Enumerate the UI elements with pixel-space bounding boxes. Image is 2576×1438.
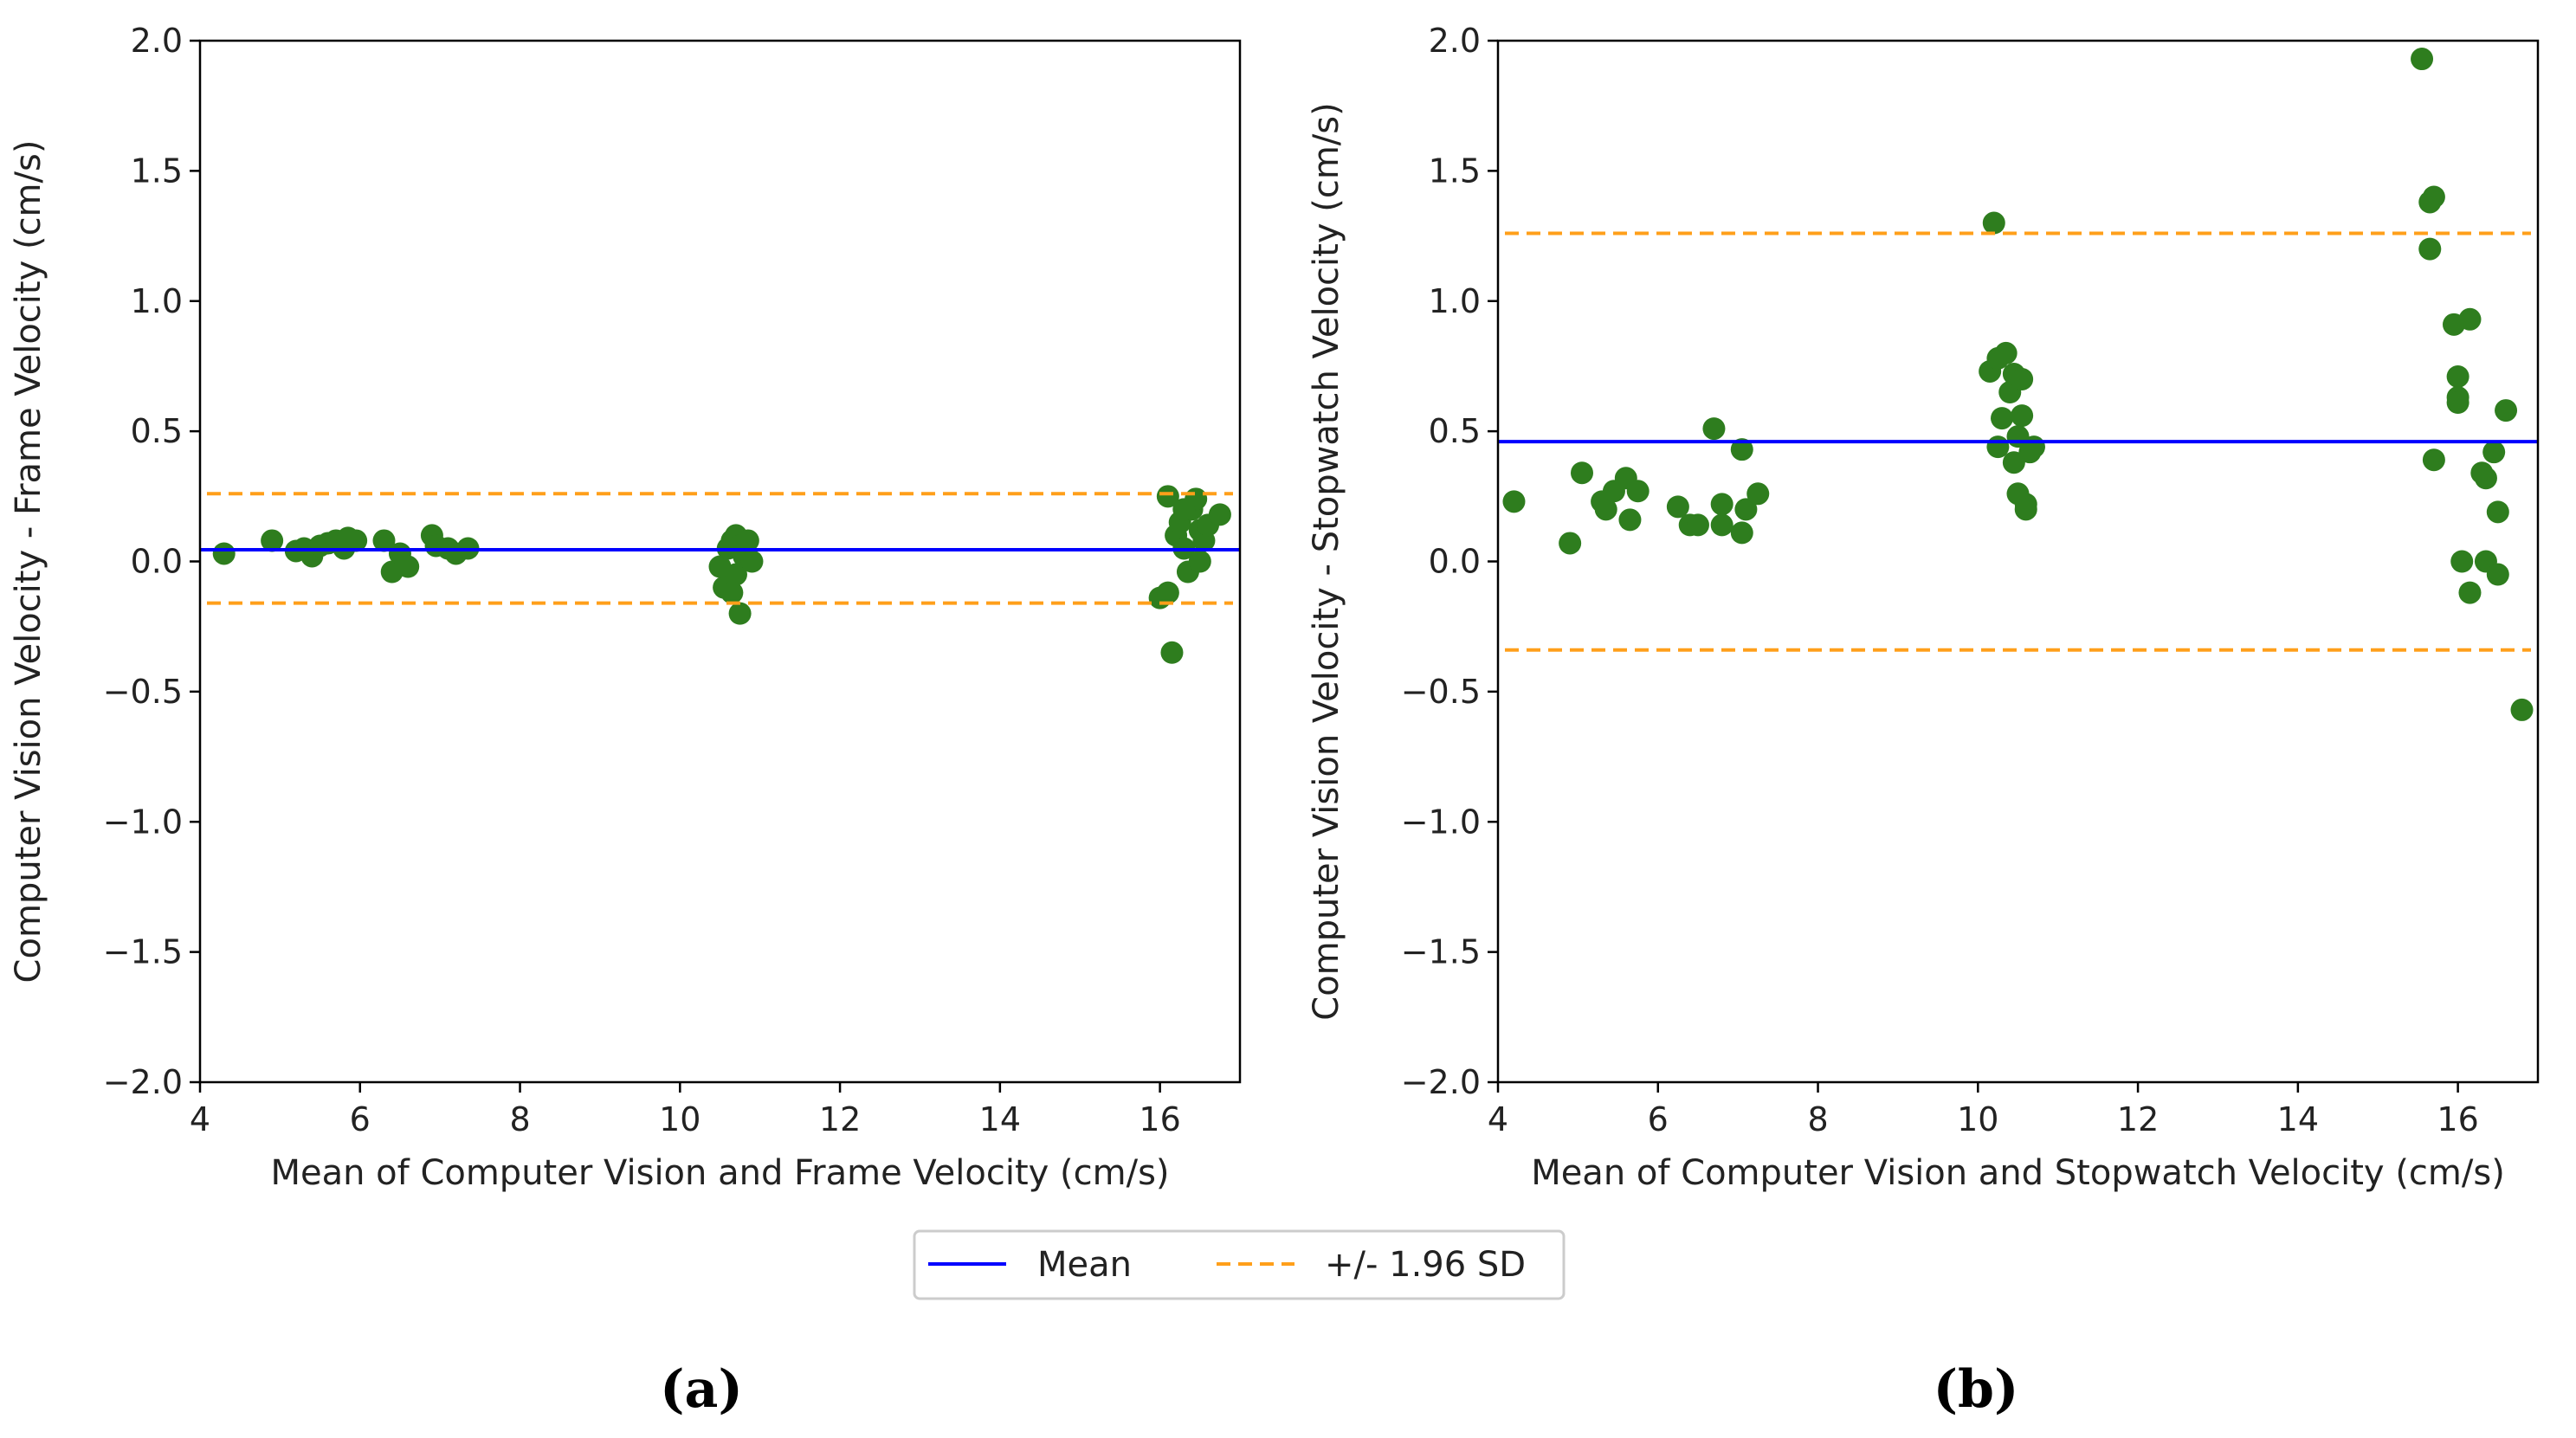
data-point <box>2458 581 2482 604</box>
y-tick-label: −1.0 <box>1401 803 1481 841</box>
data-point <box>2418 237 2442 261</box>
y-tick-label: 2.0 <box>1429 22 1481 60</box>
y-tick-label: 1.0 <box>1429 282 1481 320</box>
data-point <box>728 602 752 625</box>
y-tick-label: −0.5 <box>103 673 183 711</box>
x-tick-label: 8 <box>1807 1100 1828 1138</box>
y-tick-label: 1.5 <box>131 152 183 190</box>
x-tick-label: 6 <box>350 1100 371 1138</box>
y-tick-label: −1.5 <box>103 933 183 971</box>
data-point <box>1710 513 1733 537</box>
data-point <box>2446 391 2469 415</box>
data-point <box>1502 490 1526 513</box>
data-point <box>372 529 396 552</box>
data-point <box>345 529 368 552</box>
data-point <box>1156 581 1179 604</box>
x-tick-label: 4 <box>1488 1100 1508 1138</box>
data-point <box>1710 493 1733 516</box>
y-tick-label: 1.0 <box>131 282 183 320</box>
x-tick-label: 8 <box>509 1100 530 1138</box>
data-point <box>1594 498 1617 521</box>
y-tick-label: 0.5 <box>1429 412 1481 450</box>
y-tick-label: 2.0 <box>131 22 183 60</box>
axes-frame <box>1496 39 2540 1084</box>
y-tick-label: −2.0 <box>103 1063 183 1101</box>
data-point <box>1172 498 1196 521</box>
data-point <box>1982 211 2005 235</box>
legend: Mean +/- 1.96 SD <box>913 1229 1566 1300</box>
data-point <box>1730 521 1753 545</box>
data-point <box>1208 503 1231 526</box>
data-point <box>2495 399 2518 422</box>
x-axis-label: Mean of Computer Vision and Stopwatch Ve… <box>1531 1153 2505 1193</box>
x-axis-label: Mean of Computer Vision and Frame Veloci… <box>270 1153 1169 1193</box>
data-point <box>2022 435 2045 459</box>
data-point <box>1746 482 1770 506</box>
x-tick-label: 14 <box>979 1100 1021 1138</box>
data-point <box>2450 550 2474 573</box>
data-point <box>1686 513 1709 537</box>
data-point <box>397 555 420 578</box>
data-point <box>2002 451 2025 474</box>
data-point <box>1702 417 1726 441</box>
panel-b: 4 6 8 10 12 14 16 2.0 1.5 1.0 0.5 0.0 −0.5 −1.0 −1.5 −2… <box>1307 22 2540 1420</box>
data-point <box>2014 498 2037 521</box>
data-point <box>2011 404 2034 428</box>
data-point <box>2446 364 2469 388</box>
data-point <box>1571 461 1594 485</box>
data-point <box>740 550 764 573</box>
data-point <box>2474 467 2497 490</box>
data-point <box>2486 500 2509 524</box>
data-point <box>2458 307 2482 331</box>
y-tick-label: −1.5 <box>1401 933 1481 971</box>
data-point <box>724 563 747 586</box>
data-point <box>212 542 236 565</box>
data-point <box>1626 480 1650 503</box>
data-point <box>1156 485 1179 508</box>
data-point <box>2011 367 2034 390</box>
data-point <box>1991 407 2014 430</box>
data-point <box>2486 563 2509 586</box>
x-tick-label: 4 <box>190 1100 210 1138</box>
y-axis-label: Computer Vision Velocity - Frame Velocit… <box>9 140 48 983</box>
data-point <box>2482 441 2506 464</box>
y-tick-label: −2.0 <box>1401 1063 1481 1101</box>
data-point <box>1666 495 1689 519</box>
data-point <box>261 529 284 552</box>
legend-mean-label: Mean <box>1037 1245 1132 1285</box>
x-tick-label: 12 <box>2117 1100 2159 1138</box>
panel-a: 4 6 8 10 12 14 16 2.0 1.5 1.0 0.5 0.0 −0.5 −1.0 −1.5 −2… <box>9 22 1242 1420</box>
panel-caption: (a) <box>660 1359 743 1420</box>
data-point <box>2422 448 2445 472</box>
x-tick-label: 16 <box>1139 1100 1180 1138</box>
data-point <box>2510 698 2534 721</box>
panel-caption: (b) <box>1934 1359 2019 1420</box>
y-tick-label: −1.0 <box>103 803 183 841</box>
x-tick-label: 16 <box>2437 1100 2478 1138</box>
data-point <box>1188 550 1211 573</box>
x-tick-label: 12 <box>819 1100 861 1138</box>
data-point <box>1994 341 2018 364</box>
data-point <box>2422 185 2445 209</box>
x-tick-label: 6 <box>1648 1100 1669 1138</box>
legend-sd-label: +/- 1.96 SD <box>1325 1245 1526 1285</box>
y-tick-label: 1.5 <box>1429 152 1481 190</box>
data-point <box>1730 438 1753 461</box>
data-point <box>736 529 759 552</box>
x-tick-label: 10 <box>1957 1100 1998 1138</box>
data-point <box>720 581 744 604</box>
data-point <box>1160 641 1184 664</box>
y-axis-label: Computer Vision Velocity - Stopwatch Vel… <box>1307 102 1346 1020</box>
data-point <box>1618 508 1642 532</box>
data-point <box>2411 48 2434 71</box>
data-point <box>1734 498 1758 521</box>
y-tick-label: 0.5 <box>131 412 183 450</box>
data-point <box>1559 532 1582 555</box>
y-tick-label: 0.0 <box>1429 543 1481 581</box>
y-tick-label: −0.5 <box>1401 673 1481 711</box>
x-tick-label: 10 <box>659 1100 700 1138</box>
x-tick-label: 14 <box>2277 1100 2319 1138</box>
y-tick-label: 0.0 <box>131 543 183 581</box>
